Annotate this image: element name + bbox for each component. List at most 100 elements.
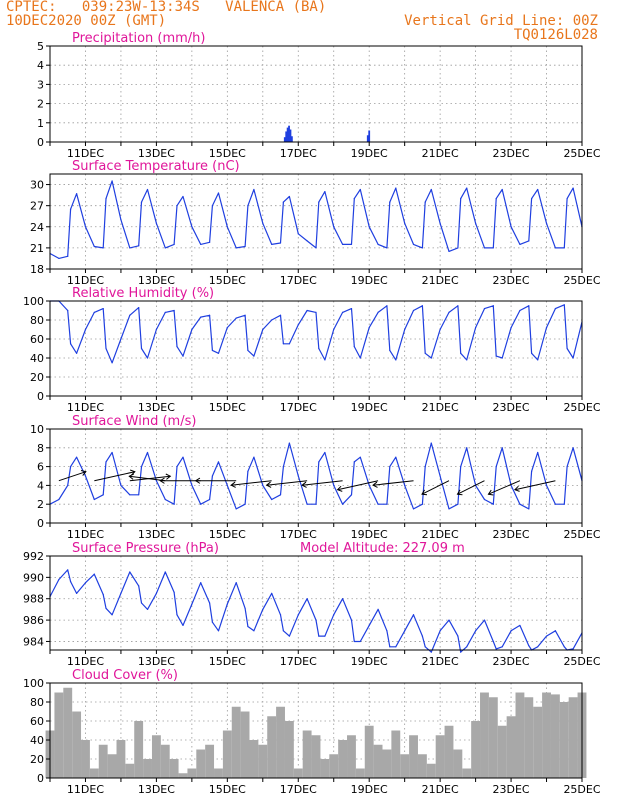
- series-point: [404, 222, 406, 224]
- cloud-cover-bar: [488, 697, 498, 778]
- series-point: [395, 359, 397, 361]
- series-point: [191, 328, 193, 331]
- x-tick-label: 23DEC: [493, 147, 530, 160]
- series-point: [69, 466, 72, 468]
- series-point: [191, 484, 193, 486]
- precip-bar: [286, 127, 289, 142]
- series-point: [342, 598, 344, 600]
- series-point: [342, 311, 344, 313]
- x-tick-label: 17DEC: [280, 274, 317, 287]
- cloud-cover-bar: [559, 702, 569, 778]
- series-point: [448, 311, 450, 313]
- series-point: [76, 456, 78, 458]
- series-point: [353, 346, 355, 348]
- series-point: [211, 349, 214, 351]
- series-point: [324, 451, 326, 454]
- panel-temp: 18 21 24 27 30 11DEC 13DEC 15DEC 17DEC 19DEC 21DEC…: [30, 159, 601, 287]
- series-point: [448, 619, 450, 621]
- x-tick-label: 19DEC: [351, 274, 388, 287]
- series-point: [466, 187, 468, 189]
- panel-title: Precipitation (mm/h): [72, 31, 205, 46]
- series-point: [209, 602, 211, 604]
- series-point: [421, 247, 423, 249]
- series-point: [271, 243, 273, 245]
- series-point: [129, 314, 131, 316]
- series-point: [460, 466, 462, 468]
- series-point: [84, 226, 87, 228]
- series-point: [182, 456, 184, 458]
- wind-vector: [58, 470, 87, 482]
- series-point: [395, 456, 397, 458]
- series-point: [271, 592, 273, 594]
- series-point: [545, 327, 548, 329]
- series-point: [572, 187, 574, 189]
- series-point: [519, 503, 521, 505]
- series-point: [226, 603, 228, 605]
- series-point: [211, 621, 214, 623]
- series-point: [146, 451, 149, 454]
- series-point: [76, 592, 78, 594]
- y-tick-label: 10: [30, 423, 44, 436]
- panel-cloud: 0 20 40 60 80 100 11DEC 13DEC 15DEC 17DEC 19DEC 21D…: [23, 668, 601, 796]
- x-tick-label: 23DEC: [493, 655, 530, 668]
- cloud-cover-bar: [169, 759, 179, 778]
- series-point: [282, 466, 284, 468]
- cloud-cover-bar: [178, 773, 188, 778]
- series-point: [528, 508, 530, 510]
- series-point: [306, 598, 308, 600]
- cloud-cover-bar: [72, 711, 82, 778]
- panel-title: Surface Temperature (nC): [72, 159, 240, 174]
- series-point: [140, 201, 143, 203]
- series-point: [279, 494, 282, 496]
- x-tick-label: 21DEC: [422, 401, 459, 414]
- y-tick-label: 60: [30, 333, 44, 346]
- series-point: [537, 188, 539, 191]
- series-point: [430, 357, 432, 359]
- series-point: [191, 226, 193, 228]
- series-point: [282, 343, 284, 345]
- series-point: [563, 304, 565, 306]
- x-tick-label: 11DEC: [67, 401, 104, 414]
- series-point: [466, 447, 468, 449]
- x-tick-label: 15DEC: [209, 528, 246, 541]
- series-point: [211, 205, 214, 207]
- y-tick-label: 3: [37, 78, 44, 91]
- series-point: [333, 614, 335, 616]
- series-point: [519, 309, 521, 312]
- series-point: [211, 475, 214, 477]
- y-tick-label: 24: [30, 221, 44, 234]
- series-point: [531, 352, 533, 354]
- x-tick-label: 21DEC: [422, 783, 459, 796]
- series-point: [253, 456, 255, 458]
- series-point: [279, 614, 282, 616]
- series-point: [129, 571, 131, 573]
- cloud-cover-bar: [267, 716, 277, 778]
- series-point: [563, 646, 565, 648]
- panel-frame: [49, 300, 583, 397]
- x-tick-label: 15DEC: [209, 147, 246, 160]
- series-point: [191, 603, 193, 605]
- series-point: [350, 308, 353, 310]
- wind-vector: [456, 480, 485, 496]
- x-tick-label: 15DEC: [209, 274, 246, 287]
- series-point: [386, 247, 388, 249]
- series-point: [554, 308, 557, 310]
- series-point: [519, 624, 521, 627]
- series-point: [324, 635, 326, 637]
- series-point: [182, 195, 184, 198]
- series-point: [111, 362, 113, 364]
- panel-title: Surface Wind (m/s): [72, 414, 196, 429]
- precip-bar: [283, 137, 286, 142]
- series-point: [475, 630, 477, 632]
- series-point: [164, 571, 166, 573]
- series-point: [483, 619, 486, 621]
- cloud-cover-bar: [63, 687, 73, 778]
- series-point: [217, 461, 220, 463]
- series-point: [368, 226, 370, 228]
- series-point: [306, 503, 308, 505]
- x-tick-label: 23DEC: [493, 528, 530, 541]
- cloud-cover-bar: [444, 725, 454, 778]
- panel-title: Surface Pressure (hPa): [72, 541, 219, 556]
- series-point: [138, 494, 140, 496]
- series-point: [350, 619, 353, 621]
